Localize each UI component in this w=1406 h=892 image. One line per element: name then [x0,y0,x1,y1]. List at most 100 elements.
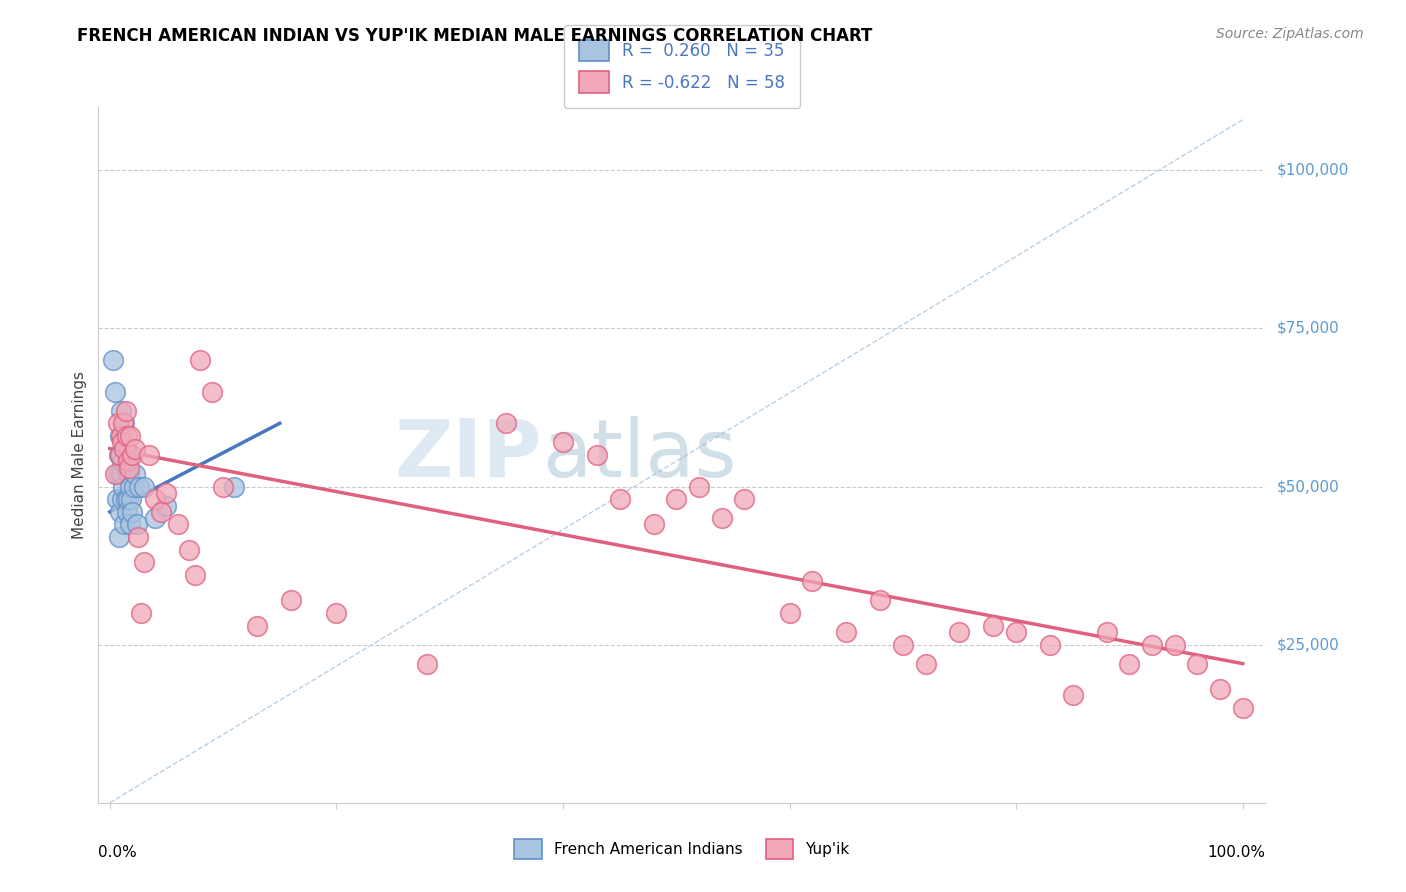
Point [108,429,131,443]
Point [124,442,146,456]
Point [586,448,609,462]
Point [105,492,128,507]
Point [891,638,914,652]
Point [117,492,139,507]
Y-axis label: Median Male Earnings: Median Male Earnings [72,371,87,539]
Point [114,403,136,417]
Point [101,353,124,368]
Point [121,448,143,462]
Text: $25,000: $25,000 [1277,637,1340,652]
Point [120,517,142,532]
Point [112,479,135,493]
Point [132,479,155,493]
Point [779,606,801,620]
Point [643,517,665,532]
Point [1187,657,1209,671]
Text: Source: ZipAtlas.com: Source: ZipAtlas.com [1216,27,1364,41]
Point [117,448,139,462]
Point [111,435,134,450]
Point [416,657,439,671]
Point [104,467,127,481]
Point [108,448,131,462]
Point [104,384,127,399]
Point [155,486,177,500]
Point [665,492,688,507]
Point [108,448,131,462]
Point [115,505,138,519]
Text: ZIP: ZIP [395,416,541,494]
Point [127,530,149,544]
Text: $75,000: $75,000 [1277,321,1340,336]
Point [111,454,134,468]
Point [114,442,136,456]
Point [115,460,138,475]
Point [280,593,302,607]
Point [495,417,517,431]
Point [224,479,246,493]
Point [609,492,631,507]
Point [112,417,135,431]
Text: FRENCH AMERICAN INDIAN VS YUP'IK MEDIAN MALE EARNINGS CORRELATION CHART: FRENCH AMERICAN INDIAN VS YUP'IK MEDIAN … [77,27,873,45]
Point [128,479,150,493]
Point [117,454,139,468]
Point [1062,688,1084,702]
Point [166,517,188,532]
Point [120,429,142,443]
Point [108,530,131,544]
Point [688,479,710,493]
Point [212,479,235,493]
Point [115,429,138,443]
Point [138,448,160,462]
Point [201,384,224,399]
Text: 0.0%: 0.0% [98,845,138,860]
Point [111,492,134,507]
Point [801,574,824,589]
Text: $100,000: $100,000 [1277,163,1348,178]
Point [143,511,166,525]
Point [1209,681,1232,696]
Point [733,492,755,507]
Point [108,505,131,519]
Point [118,460,141,475]
Point [246,618,269,632]
Point [1140,638,1163,652]
Legend: French American Indians, Yup'ik: French American Indians, Yup'ik [508,833,856,864]
Point [124,467,146,481]
Point [118,467,141,481]
Point [121,505,143,519]
Text: atlas: atlas [541,416,737,494]
Point [114,517,136,532]
Point [177,542,200,557]
Point [143,492,166,507]
Point [835,625,858,640]
Point [551,435,574,450]
Point [983,618,1005,632]
Point [1164,638,1187,652]
Point [325,606,347,620]
Point [110,429,132,443]
Point [914,657,936,671]
Text: 100.0%: 100.0% [1208,845,1265,860]
Point [183,568,205,582]
Point [149,505,172,519]
Point [110,403,132,417]
Point [114,492,136,507]
Point [869,593,891,607]
Point [122,479,145,493]
Point [1232,701,1254,715]
Point [114,442,136,456]
Point [1039,638,1062,652]
Point [948,625,970,640]
Point [131,606,153,620]
Point [125,517,148,532]
Point [114,417,136,431]
Text: $50,000: $50,000 [1277,479,1340,494]
Point [1005,625,1028,640]
Point [132,556,155,570]
Point [120,479,142,493]
Point [110,467,132,481]
Point [710,511,733,525]
Point [120,492,142,507]
Point [190,353,212,368]
Point [1118,657,1140,671]
